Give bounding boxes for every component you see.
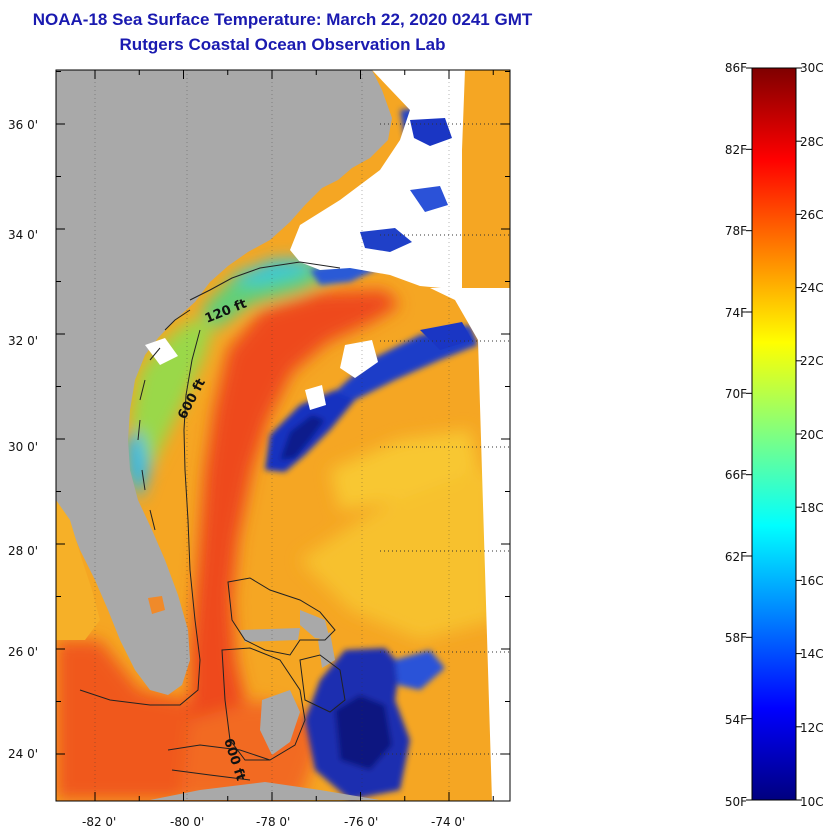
map-frame xyxy=(55,69,511,802)
lon-label: -80 0' xyxy=(170,815,204,829)
cb-f-label: 70F xyxy=(725,387,747,401)
cloud-carolina xyxy=(145,338,178,365)
map-title: NOAA-18 Sea Surface Temperature: March 2… xyxy=(32,10,533,29)
cloud-north xyxy=(340,340,378,378)
cb-c-label: 28C xyxy=(800,135,824,149)
map-gridlines-and-ticks xyxy=(56,70,510,801)
florida-west-coast-water xyxy=(56,500,100,640)
land-us-coast xyxy=(56,70,392,695)
cold-eddy-bahamas-core xyxy=(335,695,392,770)
yellow-shelf-water xyxy=(300,470,495,640)
lon-label: -76 0' xyxy=(344,815,378,829)
shelf-green-carolina xyxy=(130,320,215,470)
land-abaco xyxy=(300,610,330,640)
cb-f-label: 54F xyxy=(725,713,747,727)
cold-patch-ne-3 xyxy=(360,228,412,252)
lat-label: 26 0' xyxy=(8,645,38,659)
contour-600ft xyxy=(79,329,201,706)
lon-label: -82 0' xyxy=(82,815,116,829)
cb-c-label: 16C xyxy=(800,574,824,588)
cb-f-label: 58F xyxy=(725,631,747,645)
cb-c-label: 30C xyxy=(800,61,824,75)
lat-label: 34 0' xyxy=(8,228,38,242)
cb-f-label: 50F xyxy=(725,795,747,809)
no-data-east-wedge xyxy=(430,288,510,801)
lat-label: 24 0' xyxy=(8,747,38,761)
latitude-labels: 36 0' 34 0' 32 0' 30 0' 28 0' 26 0' 24 0… xyxy=(8,118,38,761)
colorbar-celsius-labels: 30C 28C 26C 24C 22C 20C 18C 16C 14C 12C … xyxy=(800,61,824,809)
cloud-mid xyxy=(305,385,326,410)
cb-c-label: 12C xyxy=(800,721,824,735)
lon-label: -78 0' xyxy=(256,815,290,829)
cb-c-label: 24C xyxy=(800,281,824,295)
cold-eddy-central-core xyxy=(280,415,325,460)
gulf-stream-warm-core xyxy=(190,290,400,800)
cb-f-label: 82F xyxy=(725,143,747,157)
longitude-labels: -82 0' -80 0' -78 0' -76 0' -74 0' xyxy=(82,815,465,829)
cold-patch-east-2 xyxy=(420,322,472,350)
cb-c-label: 18C xyxy=(800,501,824,515)
cb-c-label: 10C xyxy=(800,795,824,809)
cb-c-label: 26C xyxy=(800,208,824,222)
cb-c-label: 14C xyxy=(800,647,824,661)
contour-120ft xyxy=(137,261,341,531)
contour-cuba xyxy=(167,744,271,781)
map-panel xyxy=(56,70,510,801)
cb-c-label: 22C xyxy=(800,354,824,368)
lat-label: 30 0' xyxy=(8,440,38,454)
colorbar-ticks xyxy=(746,67,802,801)
gulf-warm-patch xyxy=(56,640,200,800)
lake-okeechobee xyxy=(148,596,165,614)
colorbar-fahrenheit-labels: 86F 82F 78F 74F 70F 66F 62F 58F 54F 50F xyxy=(725,61,747,809)
land-andros xyxy=(260,690,300,755)
lat-label: 32 0' xyxy=(8,334,38,348)
yellow-band-mid xyxy=(330,430,480,510)
land-cuba xyxy=(150,782,380,800)
cb-f-label: 62F xyxy=(725,550,747,564)
land-eleuthera xyxy=(318,632,335,668)
shelf-cyan-north xyxy=(230,258,320,285)
lon-label: -74 0' xyxy=(431,815,465,829)
cb-f-label: 66F xyxy=(725,468,747,482)
lat-label: 36 0' xyxy=(8,118,38,132)
cold-patch-ne-4 xyxy=(410,186,448,212)
contour-bahamas-bank xyxy=(221,577,346,761)
cold-patch-ne-2 xyxy=(410,118,452,146)
land-grand-bahama xyxy=(240,628,300,642)
cb-f-label: 78F xyxy=(725,224,747,238)
cb-f-label: 86F xyxy=(725,61,747,75)
lat-label: 28 0' xyxy=(8,544,38,558)
colorbar xyxy=(751,67,797,801)
map-subtitle: Rutgers Coastal Ocean Observation Lab xyxy=(119,35,446,54)
cold-patch-east xyxy=(395,650,445,690)
cb-f-label: 74F xyxy=(725,306,747,320)
cb-c-label: 20C xyxy=(800,428,824,442)
